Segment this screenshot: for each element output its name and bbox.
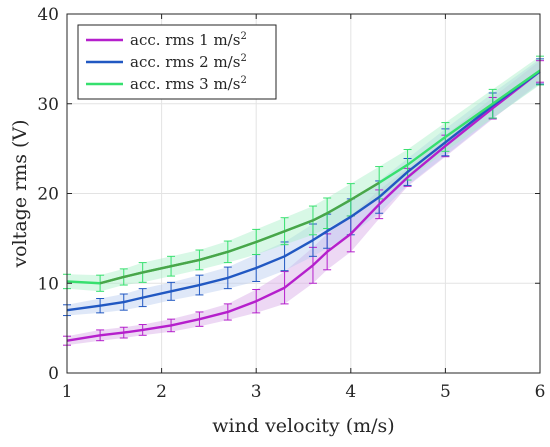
legend: acc. rms 1 m/s2 acc. rms 2 m/s2 acc. rms 3…: [77, 24, 277, 100]
x-tick-label: 5: [440, 382, 451, 402]
x-tick-label: 3: [251, 382, 262, 402]
y-axis-label: voltage rms (V): [9, 119, 31, 268]
legend-entry-superscript: 2: [240, 31, 246, 42]
legend-entry-label: acc. rms 3 m/s2: [130, 75, 247, 93]
y-tick-label: 0: [48, 364, 59, 384]
y-tick-label: 30: [37, 95, 59, 115]
legend-entry-superscript: 2: [240, 75, 246, 86]
x-tick-label: 6: [535, 382, 546, 402]
series-lines: [66, 69, 541, 342]
series-line-2: [66, 70, 541, 312]
legend-entry-superscript: 2: [240, 53, 246, 64]
x-tick-label: 1: [62, 382, 73, 402]
y-tick-label: 10: [37, 274, 59, 294]
series-line-3-mid-segment: [99, 181, 380, 285]
legend-entry-label: acc. rms 1 m/s2: [130, 31, 247, 49]
legend-entry-label: acc. rms 2 m/s2: [130, 53, 247, 71]
error-band-series-1: [67, 60, 540, 346]
y-axis-ticks: 0 10 20 30 40: [37, 5, 540, 384]
x-tick-label: 2: [156, 382, 167, 402]
x-axis-label: wind velocity (m/s): [212, 415, 394, 437]
y-tick-label: 20: [37, 185, 59, 205]
y-tick-label: 40: [37, 5, 59, 25]
error-bands: [67, 56, 540, 346]
x-axis-ticks: 1 2 3 4 5 6: [62, 14, 546, 402]
series-line-1: [66, 70, 541, 342]
x-tick-label: 4: [345, 382, 356, 402]
